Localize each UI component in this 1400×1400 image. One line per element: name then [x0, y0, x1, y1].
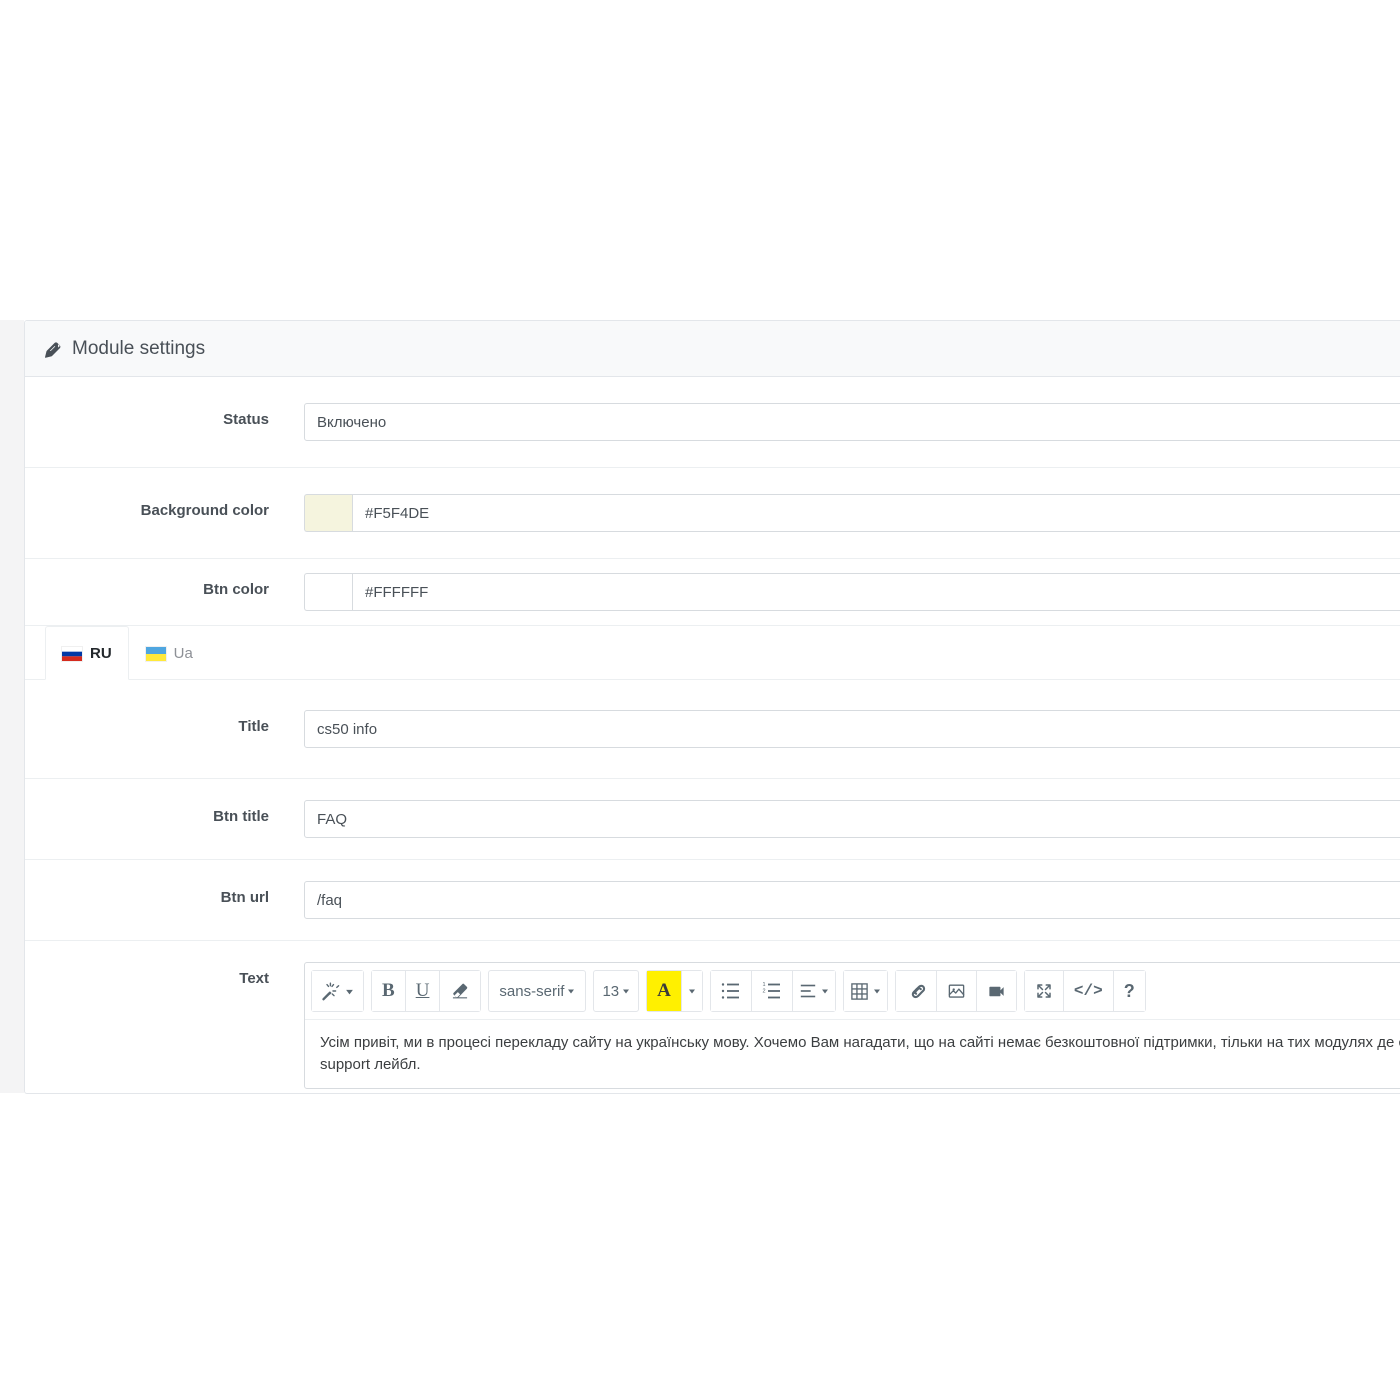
svg-text:2: 2 — [762, 989, 765, 995]
svg-text:1: 1 — [762, 982, 765, 988]
